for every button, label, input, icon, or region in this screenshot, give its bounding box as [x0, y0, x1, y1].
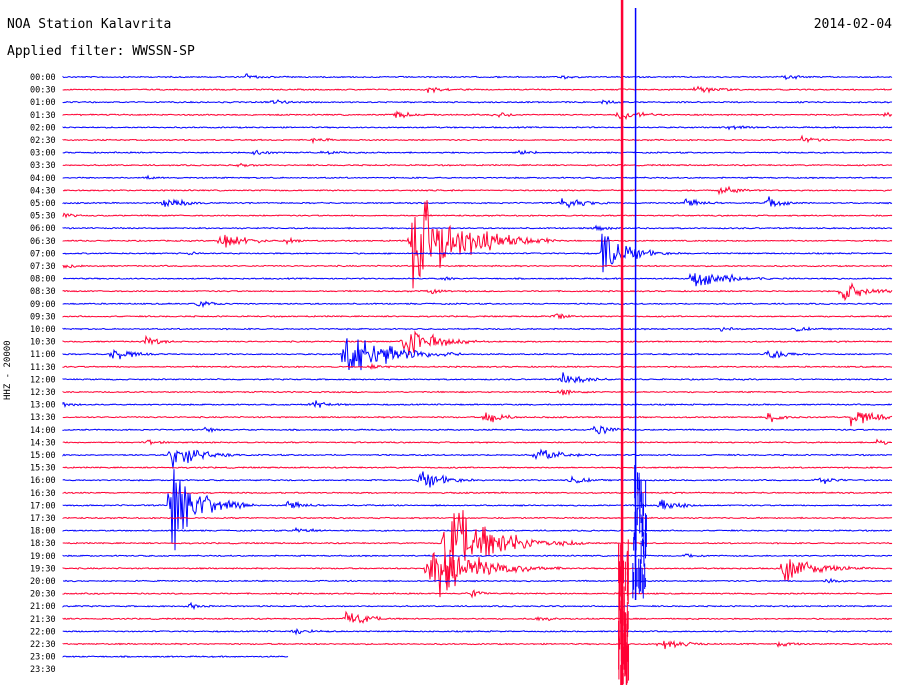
time-tick-label: 13:30 [30, 413, 56, 423]
trace-line [62, 134, 893, 145]
time-tick-label: 21:00 [30, 602, 56, 612]
trace-line [62, 125, 893, 131]
time-tick-label: 06:30 [30, 237, 56, 247]
time-tick-label: 10:30 [30, 338, 56, 348]
time-tick-label: 12:30 [30, 388, 56, 398]
trace-line [62, 589, 893, 599]
time-tick-label: 01:00 [30, 98, 56, 108]
trace-line [62, 610, 893, 624]
trace-line [62, 73, 893, 81]
time-tick-label: 16:00 [30, 476, 56, 486]
trace-line [62, 491, 893, 495]
time-tick-label: 22:00 [30, 627, 56, 637]
trace-line [62, 224, 893, 232]
trace-line [62, 233, 893, 273]
time-tick-label: 14:00 [30, 426, 56, 436]
time-tick-label: 16:30 [30, 489, 56, 499]
trace-line [62, 330, 893, 356]
time-tick-label: 09:00 [30, 300, 56, 310]
trace-line [62, 362, 893, 370]
trace-line [62, 466, 893, 469]
trace-line [62, 388, 893, 396]
trace-line [62, 627, 893, 636]
time-tick-label: 15:30 [30, 464, 56, 474]
station-title: NOA Station Kalavrita [7, 17, 172, 32]
trace-line [62, 448, 893, 469]
trace-line [62, 174, 892, 180]
time-tick-label: 05:30 [30, 212, 56, 222]
time-tick-label: 14:30 [30, 438, 56, 448]
time-tick-label: 11:30 [30, 363, 56, 373]
trace-line [62, 326, 893, 332]
time-tick-label: 07:00 [30, 249, 56, 259]
time-tick-label: 18:00 [30, 527, 56, 537]
time-tick-label: 10:00 [30, 325, 56, 335]
time-tick-label: 23:30 [30, 665, 56, 675]
trace-line [62, 639, 893, 650]
time-tick-label: 03:30 [30, 161, 56, 171]
trace-line [62, 200, 893, 289]
time-tick-label: 21:30 [30, 615, 56, 625]
time-tick-label: 22:30 [30, 640, 56, 650]
trace-line [62, 510, 893, 588]
time-tick-label: 19:00 [30, 552, 56, 562]
trace-line [62, 300, 893, 309]
time-tick-label: 08:30 [30, 287, 56, 297]
time-tick-label: 02:00 [30, 123, 56, 133]
time-tick-label: 19:30 [30, 564, 56, 574]
trace-line [62, 551, 893, 598]
time-tick-label: 17:30 [30, 514, 56, 524]
trace-line [62, 272, 893, 287]
trace-line [62, 313, 893, 320]
trace-line [62, 553, 893, 558]
time-tick-label: 05:00 [30, 199, 56, 209]
trace-line [62, 425, 893, 435]
time-tick-label: 20:00 [30, 577, 56, 587]
time-tick-label: 13:00 [30, 401, 56, 411]
trace-line [62, 85, 893, 94]
trace-line [62, 400, 893, 409]
time-tick-label: 18:30 [30, 539, 56, 549]
date-label: 2014-02-04 [813, 17, 892, 32]
trace-line [62, 411, 893, 427]
time-tick-label: 20:30 [30, 590, 56, 600]
time-tick-label: 01:30 [30, 111, 56, 121]
time-tick-label: 04:30 [30, 186, 56, 196]
filter-label: Applied filter: WWSSN-SP [7, 44, 195, 59]
trace-line [62, 469, 893, 551]
trace-line [62, 438, 892, 446]
time-tick-label: 04:00 [30, 174, 56, 184]
trace-line [62, 516, 893, 520]
time-tick-label: 15:00 [30, 451, 56, 461]
trace-line [62, 526, 893, 533]
time-tick-label: 07:30 [30, 262, 56, 272]
time-tick-label: 00:30 [30, 86, 56, 96]
trace-line [62, 99, 893, 106]
time-tick-label: 09:30 [30, 312, 56, 322]
trace-line [62, 110, 893, 121]
time-tick-label: 00:00 [30, 73, 56, 83]
trace-line [62, 282, 893, 302]
trace-line [62, 149, 893, 156]
time-tick-label: 23:00 [30, 653, 56, 663]
time-tick-label: 12:00 [30, 375, 56, 385]
trace-line [62, 601, 893, 611]
trace-line [62, 196, 893, 209]
trace-line [62, 655, 289, 659]
time-tick-label: 06:00 [30, 224, 56, 234]
trace-line [62, 264, 893, 269]
trace-line [62, 185, 893, 196]
trace-line [62, 162, 893, 168]
time-tick-label: 11:00 [30, 350, 56, 360]
trace-line [62, 577, 893, 584]
trace-line [62, 372, 892, 384]
time-tick-label: 08:00 [30, 275, 56, 285]
trace-line [62, 338, 893, 371]
trace-line [62, 212, 893, 219]
time-tick-label: 03:00 [30, 149, 56, 159]
time-tick-label: 17:00 [30, 501, 56, 511]
trace-line [62, 471, 893, 488]
time-tick-label: 02:30 [30, 136, 56, 146]
